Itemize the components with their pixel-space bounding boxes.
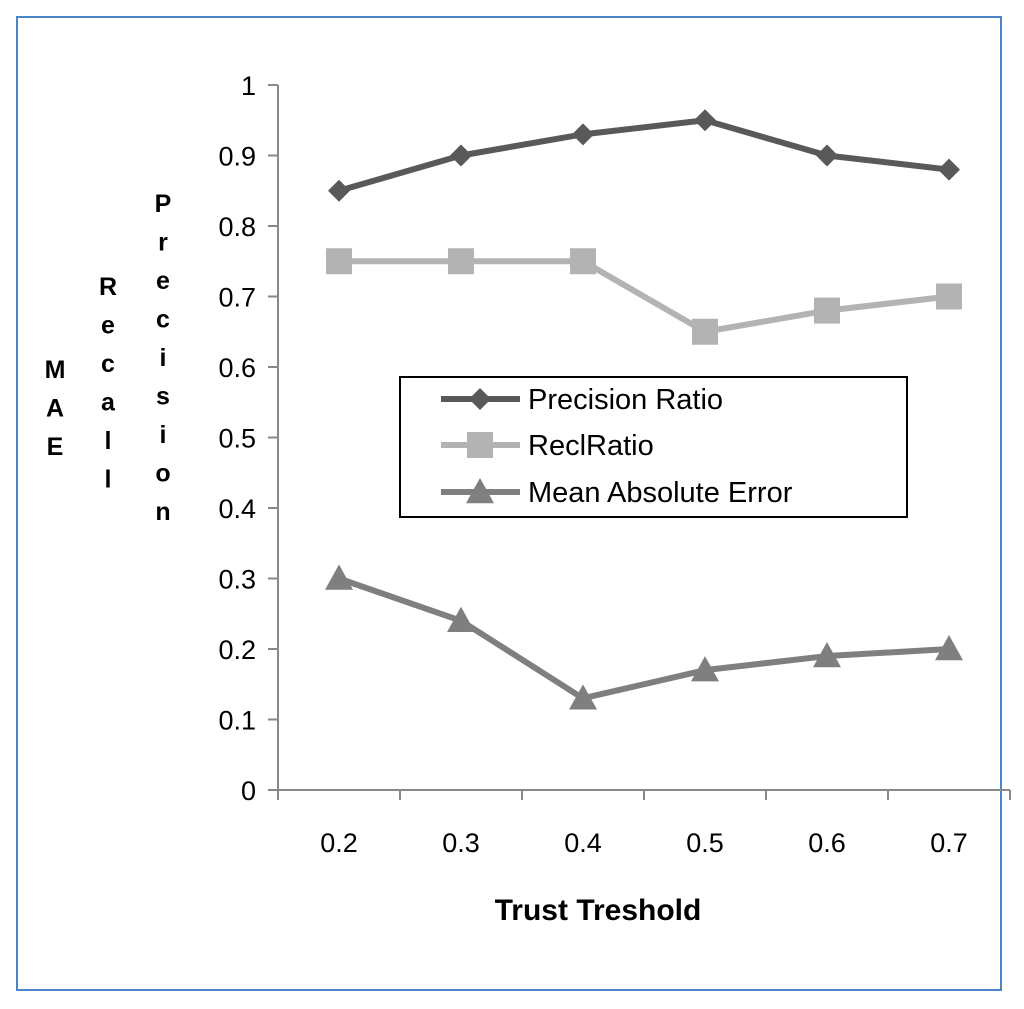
- y-axis-ticks: 0 0.1 0.2 0.3 0.4 0.5 0.6 0.7 0.8 0.9 1: [218, 71, 278, 806]
- y-tick-label: 0.6: [218, 353, 256, 383]
- legend-label: Mean Absolute Error: [528, 477, 793, 509]
- series-triangle: [325, 564, 963, 710]
- data-point-triangle: [447, 606, 475, 632]
- x-tick-label: 0.4: [564, 828, 602, 858]
- series-line: [338, 117, 950, 194]
- data-point-square: [326, 248, 352, 275]
- y-tick-label: 0.1: [218, 706, 256, 736]
- y-tick-label: 0: [241, 776, 256, 806]
- y-tick-label: 0.9: [218, 142, 256, 172]
- y-axis-labels: M A E R e c a l l P r e c i s i o n: [45, 190, 172, 526]
- data-point-square: [570, 248, 596, 275]
- data-point-square: [692, 318, 718, 345]
- y-tick-label: 0.4: [218, 494, 256, 524]
- data-point-square: [936, 283, 962, 310]
- y-tick-label: 0.3: [218, 565, 256, 595]
- x-axis-ticks: 0.2 0.3 0.4 0.5 0.6 0.7: [277, 790, 1011, 858]
- series-line: [338, 575, 950, 702]
- data-point-triangle: [813, 642, 841, 668]
- data-point-triangle: [691, 656, 719, 682]
- legend-item: Mean Absolute Error: [441, 477, 793, 509]
- series-line: [339, 258, 950, 335]
- data-point-triangle: [935, 635, 963, 661]
- y-tick-label: 0.8: [218, 212, 256, 242]
- x-tick-label: 0.2: [320, 828, 358, 858]
- legend-item: Precision Ratio: [441, 384, 723, 416]
- data-point-diamond: [469, 388, 491, 410]
- y-tick-label: 0.2: [218, 635, 256, 665]
- data-point-diamond: [328, 179, 350, 202]
- x-tick-label: 0.5: [686, 828, 724, 858]
- data-point-triangle: [569, 684, 597, 710]
- legend-label: ReclRatio: [528, 430, 654, 462]
- legend-item: ReclRatio: [441, 430, 654, 462]
- data-point-square: [467, 432, 493, 458]
- data-point-square: [448, 248, 474, 275]
- x-tick-label: 0.6: [808, 828, 846, 858]
- y-tick-label: 0.5: [218, 424, 256, 454]
- data-point-diamond: [450, 144, 472, 167]
- x-tick-label: 0.3: [442, 828, 480, 858]
- data-point-square: [814, 297, 840, 324]
- y-tick-label: 0.7: [218, 283, 256, 313]
- data-point-diamond: [938, 158, 960, 181]
- series-diamond: [328, 109, 960, 202]
- legend: Precision Ratio ReclRatio Mean Absolute Er…: [399, 376, 908, 518]
- series-layer: [325, 109, 963, 710]
- x-axis-label: Trust Treshold: [495, 894, 702, 927]
- data-point-triangle: [466, 478, 494, 504]
- x-tick-label: 0.7: [930, 828, 968, 858]
- data-point-diamond: [816, 144, 838, 167]
- y-tick-label: 1: [241, 71, 256, 101]
- series-square: [326, 248, 962, 345]
- data-point-triangle: [325, 564, 353, 590]
- data-point-diamond: [572, 123, 594, 146]
- legend-label: Precision Ratio: [528, 384, 723, 416]
- data-point-diamond: [694, 109, 716, 132]
